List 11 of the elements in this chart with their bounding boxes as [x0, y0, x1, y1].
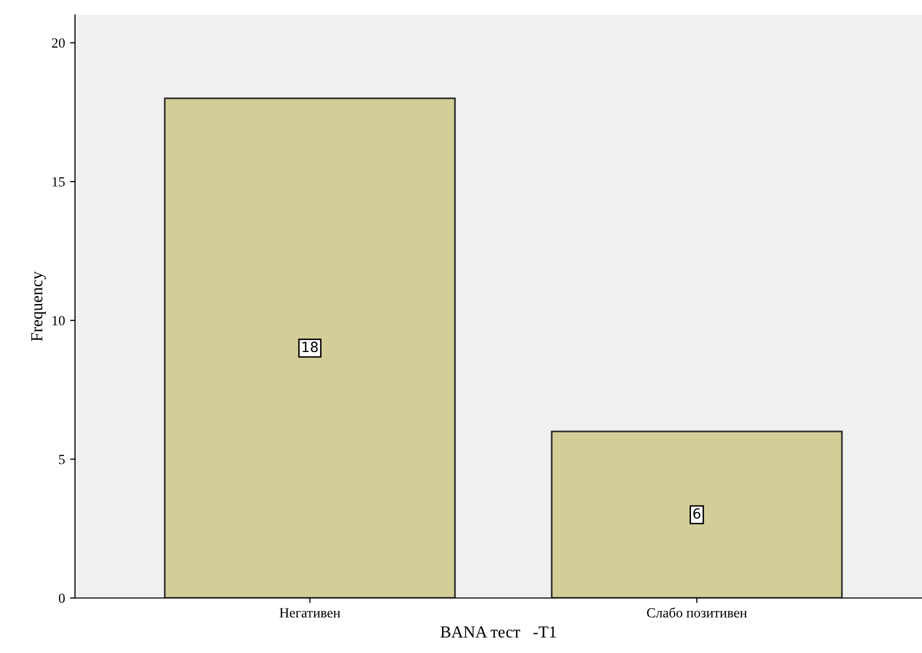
x-tick-label: Слабо позитивен — [647, 607, 747, 618]
y-tick-label: 5 — [59, 454, 65, 464]
y-tick-label: 10 — [52, 316, 65, 326]
data-label: 6 — [693, 508, 700, 519]
x-tick-label: Негативен — [280, 608, 340, 618]
y-tick-label: 20 — [52, 38, 65, 48]
y-axis-title: Frequency — [31, 271, 46, 342]
y-tick-label: 0 — [58, 594, 65, 603]
x-axis-title: BANA тест -T1 — [440, 626, 556, 638]
y-tick-label: 15 — [52, 177, 65, 187]
data-label: 18 — [302, 342, 318, 352]
